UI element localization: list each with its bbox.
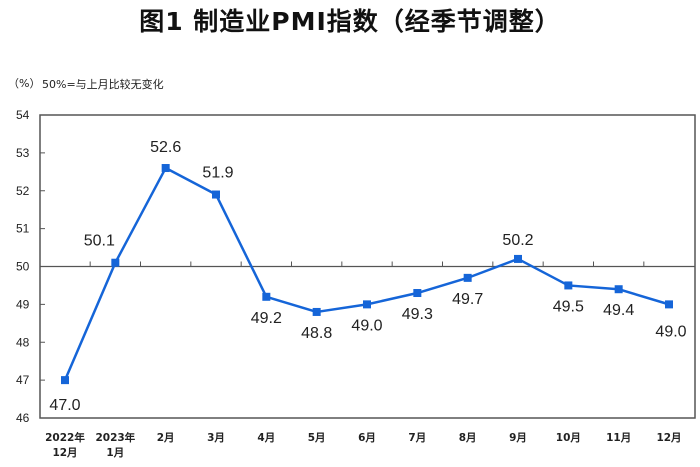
y-tick-label: 47 [16,373,30,387]
data-point-marker [614,285,623,294]
data-label: 49.2 [251,310,282,327]
x-tick-label: 2023年 [95,431,135,444]
y-tick-label: 50 [16,260,30,274]
x-tick-label: 12月 [52,447,77,459]
data-label: 49.0 [351,317,382,334]
data-label: 49.0 [655,323,686,340]
data-point-marker [61,376,69,385]
data-labels: 47.0 50.1 52.6 51.9 49.2 48.8 49.0 49.3 49.7 50.2… [49,139,686,414]
data-point-marker [564,281,573,290]
y-axis: 46 47 48 49 50 51 52 53 54 [16,108,45,425]
x-tick-label: 5月 [308,432,326,444]
x-tick-label: 2022年 [45,431,85,444]
x-axis: 2022年 12月 2023年 1月 2月 3月 4月 5月 6月 7月 8月 9月 10月 11月 12月 [45,431,681,459]
data-point-marker [463,273,472,282]
data-label: 49.5 [553,298,584,315]
series-line [63,166,670,381]
data-point-marker [363,300,371,309]
data-label: 51.9 [202,165,233,182]
data-label: 48.8 [301,325,332,342]
data-label: 52.6 [150,139,181,156]
x-tick-label: 9月 [509,432,527,444]
data-point-marker [212,190,220,199]
x-tick-label: 3月 [207,432,225,444]
data-point-marker [111,258,120,267]
pmi-series [61,164,673,385]
y-tick-label: 48 [16,335,30,349]
data-point-marker [413,289,422,298]
data-point-marker [161,164,170,173]
x-tick-label: 11月 [606,432,631,444]
data-point-marker [665,300,673,309]
x-tick-label: 12月 [656,432,681,444]
x-tick-label: 4月 [257,432,275,444]
data-label: 50.2 [502,232,533,249]
data-label: 47.0 [49,397,80,414]
data-point-marker [262,292,271,301]
reference-line-50 [40,261,695,268]
data-point-marker [312,307,321,316]
y-tick-label: 52 [16,184,30,198]
y-tick-label: 53 [16,146,30,160]
data-label: 49.4 [603,302,634,319]
data-point-marker [514,254,522,263]
reference-note: 50%=与上月比较无变化 [42,78,164,91]
chart-title: 图1 制造业PMI指数（经季节调整） [139,7,561,36]
data-label: 49.7 [452,291,483,308]
x-tick-label: 10月 [556,432,581,444]
data-label: 49.3 [402,306,433,323]
y-tick-label: 49 [16,297,30,311]
y-tick-label: 54 [16,108,30,122]
y-tick-label: 51 [16,222,30,236]
x-tick-label: 7月 [408,432,426,444]
y-axis-unit-label: （%） [8,77,41,90]
x-tick-label: 1月 [106,447,124,459]
x-tick-label: 8月 [459,432,477,444]
x-tick-label: 6月 [358,432,376,444]
y-tick-label: 46 [16,411,30,425]
x-tick-label: 2月 [157,432,175,444]
data-label: 50.1 [84,233,115,250]
